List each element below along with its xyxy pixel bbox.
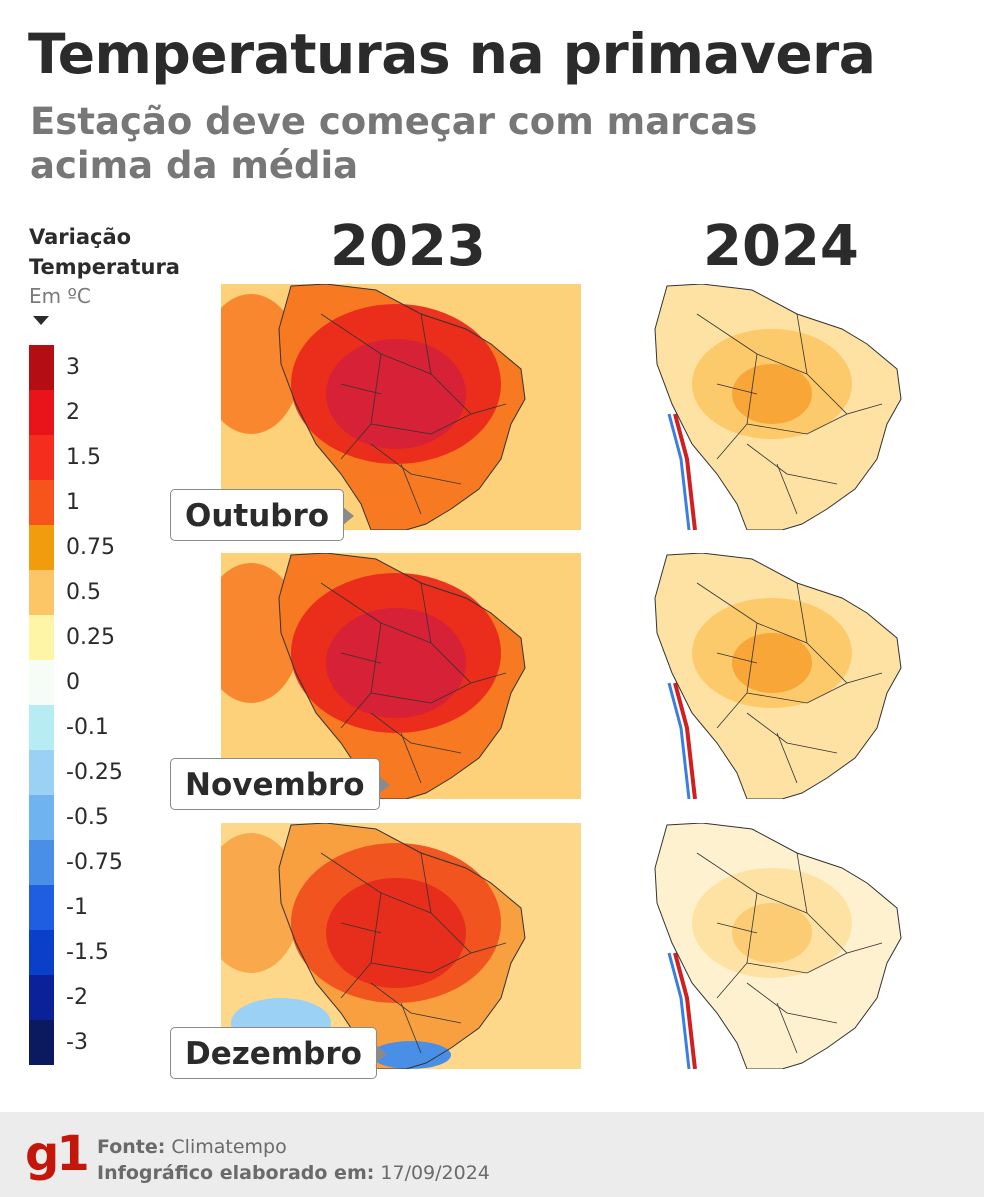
- page-title: Temperaturas na primavera: [28, 22, 876, 86]
- month-label-outubro: Outubro: [170, 489, 355, 541]
- legend-label: -1.5: [66, 940, 109, 965]
- legend-swatch: [29, 660, 54, 705]
- legend-label: 3: [66, 355, 80, 380]
- legend-label: 1: [66, 490, 80, 515]
- source-label: Fonte:: [97, 1136, 166, 1158]
- legend-label: 0.25: [66, 625, 115, 650]
- map-2024-novembro: [597, 553, 957, 799]
- legend-swatch: [29, 390, 54, 435]
- source-value: Climatempo: [171, 1136, 287, 1158]
- month-label-dezembro: Dezembro: [170, 1027, 387, 1079]
- legend-label: 0.75: [66, 535, 115, 560]
- legend-swatch: [29, 615, 54, 660]
- legend-label: -3: [66, 1030, 88, 1055]
- page-subtitle: Estação deve começar com marcas acima da…: [30, 100, 758, 187]
- month-label-novembro: Novembro: [170, 758, 390, 810]
- legend-label: -1: [66, 895, 88, 920]
- date-value: 17/09/2024: [380, 1162, 490, 1184]
- legend-title-line2: Temperatura: [29, 255, 180, 279]
- legend-label: 0: [66, 670, 80, 695]
- legend-arrow-icon: [33, 316, 49, 325]
- legend-label: -2: [66, 985, 88, 1010]
- legend-label: 2: [66, 400, 80, 425]
- map-2024-outubro: [597, 284, 957, 530]
- legend-label: -0.5: [66, 805, 109, 830]
- legend-swatch: [29, 930, 54, 975]
- legend-label: -0.25: [66, 760, 123, 785]
- legend-label: 1.5: [66, 445, 101, 470]
- legend-unit: Em ºC: [29, 284, 91, 308]
- legend-swatch: [29, 345, 54, 390]
- map-2024-dezembro: [597, 823, 957, 1069]
- legend-title-line1: Variação: [29, 225, 132, 249]
- footer: g1 Fonte: Climatempo Infográfico elabora…: [0, 1112, 984, 1197]
- legend-label: 0.5: [66, 580, 101, 605]
- legend-title: Variação Temperatura: [29, 222, 180, 282]
- legend-label: -0.1: [66, 715, 109, 740]
- year-header-2024: 2024: [703, 214, 859, 279]
- legend-color-scale: [29, 345, 54, 1065]
- legend-label: -0.75: [66, 850, 123, 875]
- g1-logo: g1: [25, 1126, 90, 1182]
- legend-swatch: [29, 480, 54, 525]
- map-2023-novembro: [221, 553, 581, 799]
- legend-swatch: [29, 750, 54, 795]
- year-header-2023: 2023: [330, 214, 486, 279]
- legend-swatch: [29, 840, 54, 885]
- legend-swatch: [29, 435, 54, 480]
- legend-swatch: [29, 1020, 54, 1065]
- date-label: Infográfico elaborado em:: [97, 1162, 375, 1184]
- legend-swatch: [29, 705, 54, 750]
- legend-swatch: [29, 525, 54, 570]
- source-block: Fonte: Climatempo Infográfico elaborado …: [97, 1134, 490, 1186]
- legend-swatch: [29, 570, 54, 615]
- legend-labels: 3 2 1.5 1 0.75 0.5 0.25 0 -0.1 -0.25 -0.5 -0.75 -1 -1…: [66, 345, 123, 1065]
- legend-swatch: [29, 795, 54, 840]
- legend-swatch: [29, 975, 54, 1020]
- legend-swatch: [29, 885, 54, 930]
